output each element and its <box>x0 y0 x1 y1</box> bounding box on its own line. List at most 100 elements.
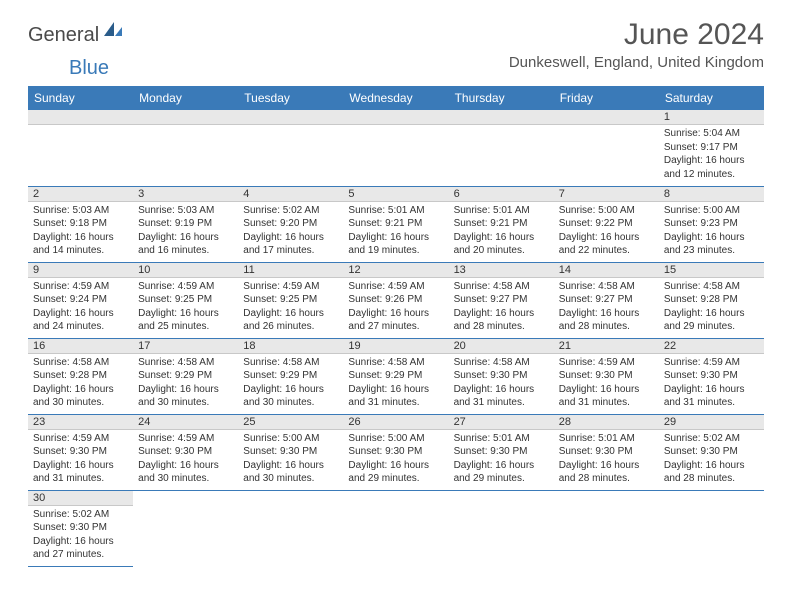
day-number: 15 <box>659 263 764 278</box>
day-number: 13 <box>449 263 554 278</box>
calendar-empty-cell <box>449 110 554 186</box>
weekday-header: Wednesday <box>343 86 448 110</box>
day-details: Sunrise: 4:59 AMSunset: 9:25 PMDaylight:… <box>238 278 343 337</box>
day-details: Sunrise: 5:04 AMSunset: 9:17 PMDaylight:… <box>659 125 764 184</box>
day-details: Sunrise: 4:58 AMSunset: 9:27 PMDaylight:… <box>554 278 659 337</box>
calendar-week-row: 23Sunrise: 4:59 AMSunset: 9:30 PMDayligh… <box>28 414 764 490</box>
day-number: 19 <box>343 339 448 354</box>
day-number: 11 <box>238 263 343 278</box>
day-number: 27 <box>449 415 554 430</box>
day-details: Sunrise: 4:59 AMSunset: 9:30 PMDaylight:… <box>133 430 238 489</box>
day-details: Sunrise: 4:58 AMSunset: 9:28 PMDaylight:… <box>28 354 133 413</box>
calendar-day-cell: 26Sunrise: 5:00 AMSunset: 9:30 PMDayligh… <box>343 414 448 490</box>
day-number: 22 <box>659 339 764 354</box>
day-details: Sunrise: 4:58 AMSunset: 9:29 PMDaylight:… <box>343 354 448 413</box>
calendar-day-cell: 29Sunrise: 5:02 AMSunset: 9:30 PMDayligh… <box>659 414 764 490</box>
brand-logo: General <box>28 24 124 47</box>
calendar-day-cell: 6Sunrise: 5:01 AMSunset: 9:21 PMDaylight… <box>449 186 554 262</box>
calendar-empty-cell <box>133 490 238 566</box>
day-details: Sunrise: 5:02 AMSunset: 9:20 PMDaylight:… <box>238 202 343 261</box>
calendar-day-cell: 20Sunrise: 4:58 AMSunset: 9:30 PMDayligh… <box>449 338 554 414</box>
weekday-header: Sunday <box>28 86 133 110</box>
day-number: 5 <box>343 187 448 202</box>
day-details: Sunrise: 4:58 AMSunset: 9:30 PMDaylight:… <box>449 354 554 413</box>
day-details: Sunrise: 4:59 AMSunset: 9:25 PMDaylight:… <box>133 278 238 337</box>
day-number: 25 <box>238 415 343 430</box>
calendar-day-cell: 9Sunrise: 4:59 AMSunset: 9:24 PMDaylight… <box>28 262 133 338</box>
day-details: Sunrise: 4:59 AMSunset: 9:26 PMDaylight:… <box>343 278 448 337</box>
day-number: 4 <box>238 187 343 202</box>
calendar-table: SundayMondayTuesdayWednesdayThursdayFrid… <box>28 86 764 567</box>
month-title: June 2024 <box>509 18 764 52</box>
calendar-week-row: 16Sunrise: 4:58 AMSunset: 9:28 PMDayligh… <box>28 338 764 414</box>
calendar-day-cell: 10Sunrise: 4:59 AMSunset: 9:25 PMDayligh… <box>133 262 238 338</box>
day-number: 10 <box>133 263 238 278</box>
calendar-day-cell: 13Sunrise: 4:58 AMSunset: 9:27 PMDayligh… <box>449 262 554 338</box>
day-details: Sunrise: 5:02 AMSunset: 9:30 PMDaylight:… <box>28 506 133 565</box>
weekday-header-row: SundayMondayTuesdayWednesdayThursdayFrid… <box>28 86 764 110</box>
calendar-body: 1Sunrise: 5:04 AMSunset: 9:17 PMDaylight… <box>28 110 764 566</box>
calendar-week-row: 30Sunrise: 5:02 AMSunset: 9:30 PMDayligh… <box>28 490 764 566</box>
day-details: Sunrise: 4:58 AMSunset: 9:28 PMDaylight:… <box>659 278 764 337</box>
calendar-empty-cell <box>343 490 448 566</box>
day-number: 3 <box>133 187 238 202</box>
calendar-day-cell: 27Sunrise: 5:01 AMSunset: 9:30 PMDayligh… <box>449 414 554 490</box>
calendar-day-cell: 19Sunrise: 4:58 AMSunset: 9:29 PMDayligh… <box>343 338 448 414</box>
day-details: Sunrise: 5:00 AMSunset: 9:30 PMDaylight:… <box>343 430 448 489</box>
calendar-empty-cell <box>238 110 343 186</box>
calendar-empty-cell <box>343 110 448 186</box>
brand-part1: General <box>28 24 99 47</box>
calendar-empty-cell <box>554 110 659 186</box>
day-number: 8 <box>659 187 764 202</box>
calendar-day-cell: 14Sunrise: 4:58 AMSunset: 9:27 PMDayligh… <box>554 262 659 338</box>
calendar-day-cell: 24Sunrise: 4:59 AMSunset: 9:30 PMDayligh… <box>133 414 238 490</box>
calendar-day-cell: 21Sunrise: 4:59 AMSunset: 9:30 PMDayligh… <box>554 338 659 414</box>
calendar-day-cell: 30Sunrise: 5:02 AMSunset: 9:30 PMDayligh… <box>28 490 133 566</box>
day-number: 24 <box>133 415 238 430</box>
day-number: 23 <box>28 415 133 430</box>
day-number: 2 <box>28 187 133 202</box>
day-details: Sunrise: 5:00 AMSunset: 9:23 PMDaylight:… <box>659 202 764 261</box>
day-details: Sunrise: 5:01 AMSunset: 9:30 PMDaylight:… <box>449 430 554 489</box>
day-number: 17 <box>133 339 238 354</box>
day-details: Sunrise: 4:59 AMSunset: 9:30 PMDaylight:… <box>554 354 659 413</box>
calendar-week-row: 2Sunrise: 5:03 AMSunset: 9:18 PMDaylight… <box>28 186 764 262</box>
calendar-day-cell: 28Sunrise: 5:01 AMSunset: 9:30 PMDayligh… <box>554 414 659 490</box>
day-number: 28 <box>554 415 659 430</box>
title-block: June 2024 Dunkeswell, England, United Ki… <box>509 18 764 71</box>
calendar-day-cell: 12Sunrise: 4:59 AMSunset: 9:26 PMDayligh… <box>343 262 448 338</box>
day-number: 6 <box>449 187 554 202</box>
day-number: 7 <box>554 187 659 202</box>
calendar-day-cell: 3Sunrise: 5:03 AMSunset: 9:19 PMDaylight… <box>133 186 238 262</box>
calendar-day-cell: 18Sunrise: 4:58 AMSunset: 9:29 PMDayligh… <box>238 338 343 414</box>
calendar-day-cell: 5Sunrise: 5:01 AMSunset: 9:21 PMDaylight… <box>343 186 448 262</box>
day-number: 1 <box>659 110 764 125</box>
weekday-header: Monday <box>133 86 238 110</box>
day-details: Sunrise: 5:01 AMSunset: 9:21 PMDaylight:… <box>449 202 554 261</box>
weekday-header: Saturday <box>659 86 764 110</box>
day-number: 12 <box>343 263 448 278</box>
calendar-day-cell: 25Sunrise: 5:00 AMSunset: 9:30 PMDayligh… <box>238 414 343 490</box>
day-number: 20 <box>449 339 554 354</box>
calendar-day-cell: 2Sunrise: 5:03 AMSunset: 9:18 PMDaylight… <box>28 186 133 262</box>
day-number: 29 <box>659 415 764 430</box>
day-details: Sunrise: 4:58 AMSunset: 9:29 PMDaylight:… <box>238 354 343 413</box>
location-label: Dunkeswell, England, United Kingdom <box>509 54 764 71</box>
calendar-empty-cell <box>238 490 343 566</box>
day-number: 14 <box>554 263 659 278</box>
calendar-day-cell: 1Sunrise: 5:04 AMSunset: 9:17 PMDaylight… <box>659 110 764 186</box>
weekday-header: Friday <box>554 86 659 110</box>
calendar-day-cell: 22Sunrise: 4:59 AMSunset: 9:30 PMDayligh… <box>659 338 764 414</box>
weekday-header: Thursday <box>449 86 554 110</box>
calendar-day-cell: 23Sunrise: 4:59 AMSunset: 9:30 PMDayligh… <box>28 414 133 490</box>
calendar-empty-cell <box>133 110 238 186</box>
calendar-empty-cell <box>28 110 133 186</box>
day-details: Sunrise: 4:59 AMSunset: 9:24 PMDaylight:… <box>28 278 133 337</box>
calendar-day-cell: 8Sunrise: 5:00 AMSunset: 9:23 PMDaylight… <box>659 186 764 262</box>
brand-part2: Blue <box>69 57 109 80</box>
calendar-empty-cell <box>449 490 554 566</box>
calendar-empty-cell <box>659 490 764 566</box>
calendar-week-row: 9Sunrise: 4:59 AMSunset: 9:24 PMDaylight… <box>28 262 764 338</box>
day-details: Sunrise: 4:58 AMSunset: 9:29 PMDaylight:… <box>133 354 238 413</box>
day-details: Sunrise: 5:00 AMSunset: 9:30 PMDaylight:… <box>238 430 343 489</box>
